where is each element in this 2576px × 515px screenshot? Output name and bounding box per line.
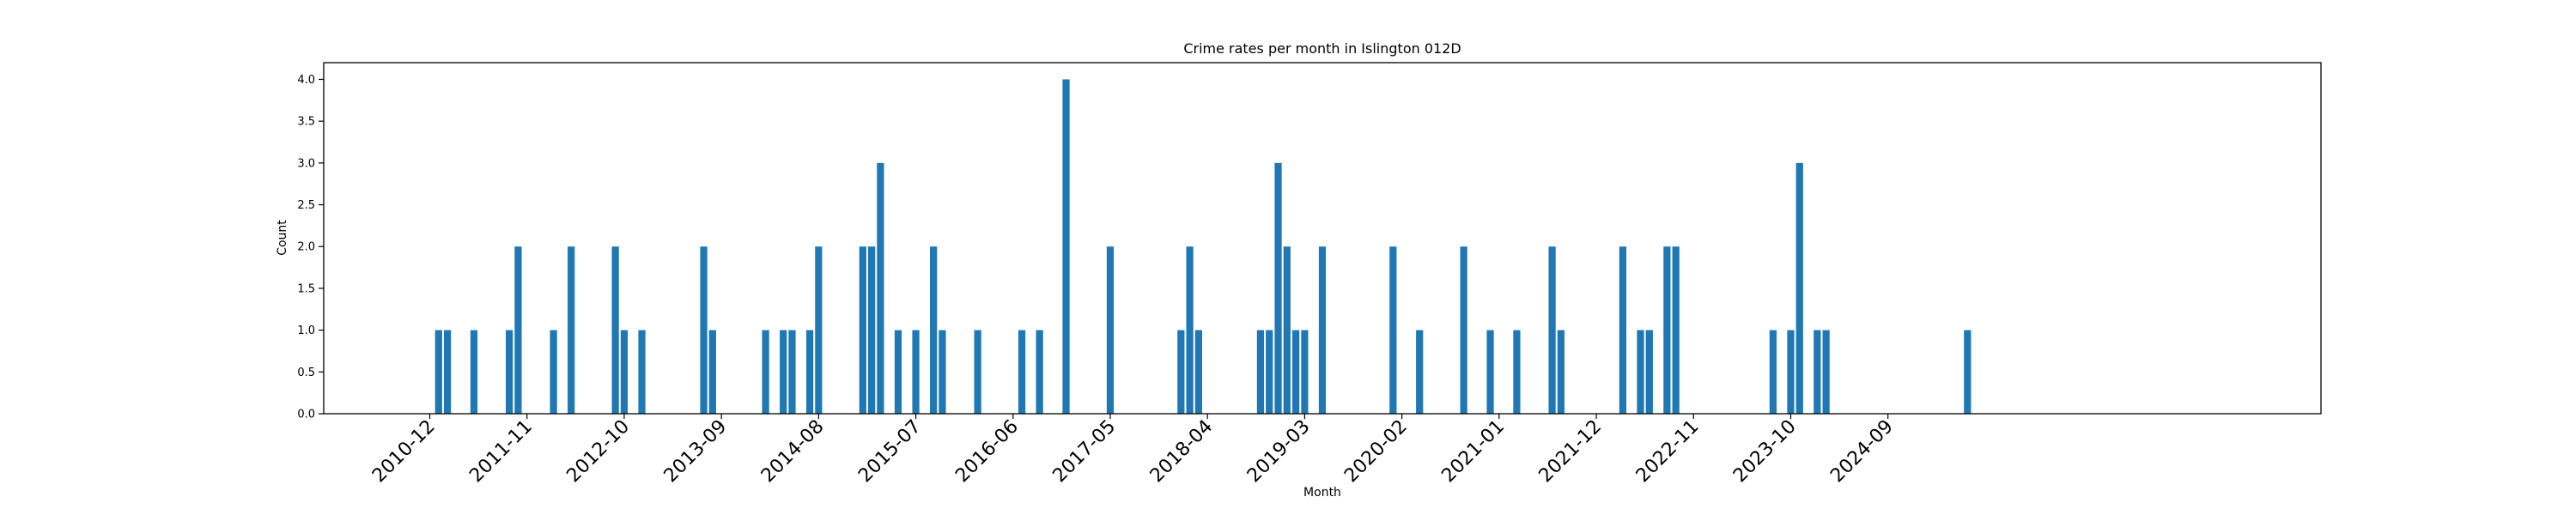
bar: [877, 162, 884, 414]
bar: [514, 246, 522, 414]
x-tick-label: 2010-12: [368, 416, 440, 488]
bar: [1964, 330, 1971, 414]
bar: [1416, 330, 1424, 414]
bar: [930, 246, 938, 414]
bar: [780, 330, 787, 414]
bar: [1036, 330, 1043, 414]
x-tick-label: 2012-10: [562, 416, 634, 488]
y-tick-label: 0.5: [297, 367, 315, 379]
x-tick-label: 2023-10: [1729, 416, 1801, 488]
bar: [1663, 246, 1671, 414]
bar: [1318, 246, 1327, 414]
bar: [434, 330, 442, 414]
bar: [620, 330, 629, 414]
bar: [470, 330, 478, 414]
bar: [1769, 330, 1777, 414]
bar: [1637, 330, 1644, 414]
bar: [1672, 246, 1680, 414]
y-tick-label: 0.0: [297, 409, 315, 421]
bar: [638, 330, 646, 414]
bar: [1513, 330, 1521, 414]
bar: [1292, 330, 1300, 414]
bar: [1301, 330, 1309, 414]
bar: [708, 330, 716, 414]
x-tick-label: 2016-06: [951, 416, 1023, 488]
x-tick-label: 2019-03: [1243, 416, 1315, 488]
x-tick-label: 2024-09: [1826, 416, 1898, 488]
bar: [1266, 330, 1273, 414]
bar: [1645, 330, 1653, 414]
bar: [1548, 246, 1556, 414]
y-tick-label: 3.5: [297, 116, 315, 129]
bar: [939, 330, 946, 414]
bar: [815, 246, 823, 414]
bar: [1274, 162, 1282, 414]
x-tick-label: 2014-08: [757, 416, 829, 488]
bar: [443, 330, 452, 414]
y-tick-label: 4.0: [297, 74, 315, 87]
bar: [1822, 330, 1830, 414]
bars-group: [434, 79, 1971, 414]
bar: [912, 330, 920, 414]
bar: [1177, 330, 1185, 414]
bar: [1814, 330, 1821, 414]
bar: [1186, 246, 1194, 414]
y-tick-label: 2.5: [297, 199, 315, 212]
bar: [1106, 246, 1115, 414]
bar: [1283, 246, 1291, 414]
y-tick-label: 1.0: [297, 324, 315, 337]
chart-title: Crime rates per month in Islington 012D: [1183, 40, 1461, 57]
bar: [1389, 246, 1397, 414]
bar: [506, 330, 513, 414]
bar: [894, 330, 902, 414]
bar: [1619, 246, 1627, 414]
x-axis: 2010-12 2011-11 2012-10 2013-09 2014-08 2015-…: [368, 414, 1898, 487]
bar: [1460, 246, 1467, 414]
x-tick-label: 2015-07: [854, 416, 926, 488]
x-tick-label: 2021-01: [1437, 416, 1509, 488]
x-tick-label: 2022-11: [1632, 416, 1704, 488]
x-tick-label: 2018-04: [1146, 416, 1218, 488]
y-axis-label: Count: [276, 220, 289, 256]
bar: [788, 330, 796, 414]
x-tick-label: 2021-12: [1535, 416, 1607, 488]
bar: [1018, 330, 1026, 414]
x-tick-label: 2011-11: [465, 416, 537, 488]
bar: [611, 246, 619, 414]
x-tick-label: 2013-09: [660, 416, 732, 488]
bar: [1557, 330, 1565, 414]
bar: [859, 246, 866, 414]
bar: [1194, 330, 1203, 414]
x-tick-label: 2020-02: [1340, 416, 1412, 488]
bar: [1486, 330, 1494, 414]
bar: [1787, 330, 1795, 414]
bar: [1256, 330, 1265, 414]
y-tick-label: 1.5: [297, 282, 315, 295]
bar: [1062, 79, 1070, 414]
bar: [762, 330, 769, 414]
bar: [867, 246, 876, 414]
plot-frame: [323, 62, 2322, 415]
bar: [1795, 162, 1803, 414]
bar: [974, 330, 981, 414]
bar: [700, 246, 708, 414]
y-axis: 0.0 0.5 1.0 1.5 2.0 2.5 3.0 3.5 4.0: [297, 74, 324, 421]
y-tick-label: 3.0: [297, 157, 315, 170]
x-tick-label: 2017-05: [1049, 416, 1121, 488]
bar: [550, 330, 557, 414]
y-tick-label: 2.0: [297, 241, 315, 254]
bar: [805, 330, 814, 414]
bar: [568, 246, 575, 414]
x-axis-label: Month: [1303, 486, 1341, 500]
